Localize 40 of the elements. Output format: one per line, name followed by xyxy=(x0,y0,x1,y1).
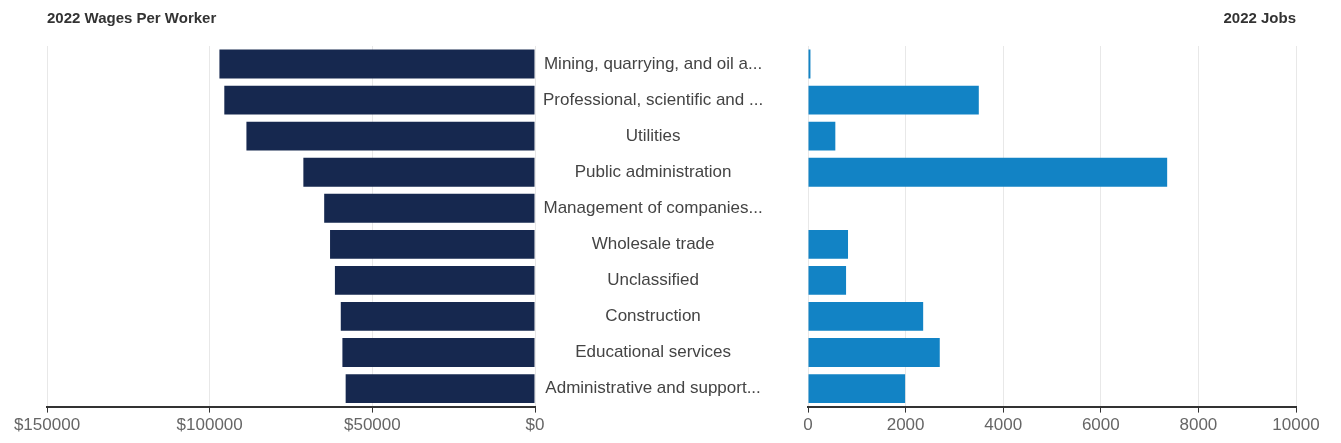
y-tick-label: Educational services xyxy=(575,342,732,362)
chart-title: 2022 Jobs xyxy=(1223,9,1296,27)
bar xyxy=(342,338,535,367)
x-tick-label: $150000 xyxy=(13,415,81,435)
y-tick-label: Unclassified xyxy=(607,270,699,290)
bar xyxy=(808,157,1168,187)
bar xyxy=(808,229,849,259)
x-tick-label: 4000 xyxy=(984,415,1023,435)
y-tick-label: Professional, scientific and ... xyxy=(542,89,764,109)
y-tick-label: Public administration xyxy=(574,161,732,181)
bar xyxy=(330,229,535,259)
bar xyxy=(808,302,924,331)
bar xyxy=(808,121,836,151)
y-tick-label: Wholesale trade xyxy=(591,234,715,254)
x-tick-label: $50000 xyxy=(343,415,401,435)
bar xyxy=(808,374,906,403)
bar xyxy=(224,85,535,115)
y-tick-label: Administrative and support... xyxy=(545,378,761,398)
bar xyxy=(219,49,535,79)
y-tick-label: Mining, quarrying, and oil a... xyxy=(543,53,763,73)
y-tick-label: Management of companies... xyxy=(543,197,763,217)
x-tick-label: 6000 xyxy=(1081,415,1120,435)
bar xyxy=(303,157,535,187)
y-tick-label: Utilities xyxy=(625,125,681,145)
y-tick-label: Construction xyxy=(605,306,701,326)
bar xyxy=(345,374,535,403)
bar xyxy=(808,85,979,115)
x-tick-label: 0 xyxy=(803,415,813,435)
x-tick-label: $0 xyxy=(525,415,545,435)
bar xyxy=(324,193,535,223)
x-tick-label: 8000 xyxy=(1179,415,1218,435)
x-tick-label: $100000 xyxy=(176,415,243,435)
bar xyxy=(334,265,535,295)
bar xyxy=(808,338,940,367)
chart-title: 2022 Wages Per Worker xyxy=(47,9,217,27)
bar xyxy=(340,302,535,331)
x-tick-label: 10000 xyxy=(1272,415,1320,435)
bar xyxy=(808,265,847,295)
bar xyxy=(246,121,535,151)
x-tick-label: 2000 xyxy=(886,415,925,435)
